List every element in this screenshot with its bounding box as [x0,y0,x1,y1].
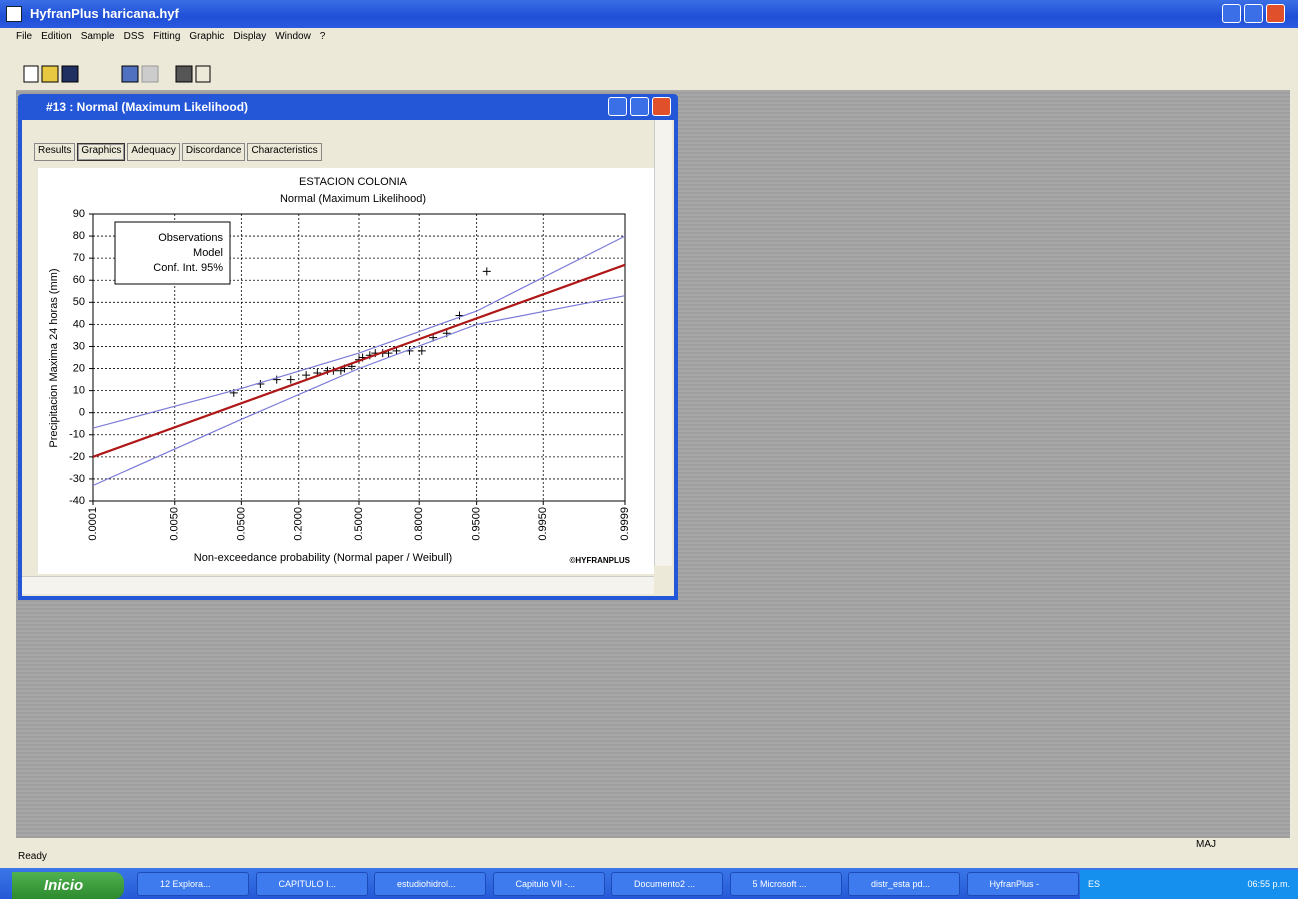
x-tick-label: 0.2000 [293,507,305,541]
copyright-annotation: ©HYFRANPLUS [569,556,630,565]
tab[interactable]: Results [34,143,75,161]
menu-item[interactable]: DSS [124,31,145,42]
toolbar [0,44,1298,88]
y-tick-label: 50 [73,296,85,308]
menu-item[interactable]: ? [320,31,326,42]
menu-bar: File Edition Sample DSS Fitting Graphic Displa… [0,28,1298,44]
menu-item[interactable]: Window [275,31,311,42]
toolbar-icons [0,44,240,88]
tab[interactable]: Adequacy [127,143,179,161]
menu-item[interactable]: Display [233,31,266,42]
x-tick-label: 0.0001 [87,507,99,541]
taskbar-button[interactable]: CAPITULO I... [256,872,368,896]
y-tick-label: 30 [73,340,85,352]
minimize-button[interactable] [1222,4,1241,23]
page: {"app": {"title": "HyfranPlus haricana.h… [0,0,1298,899]
x-tick-label: 0.9500 [471,507,483,541]
restore-button[interactable] [1244,4,1263,23]
legend-entry: Conf. Int. 95% [153,262,223,274]
observation-marker [483,267,491,275]
new-icon[interactable] [24,66,38,82]
taskbar-button[interactable]: estudiohidrol... [374,872,486,896]
observation-marker [287,376,295,384]
app-title-bar: HyfranPlus haricana.hyf [0,0,1298,28]
x-tick-label: 0.9950 [537,507,549,541]
save-icon[interactable] [62,66,78,82]
tray-text: ES [1088,870,1100,899]
system-tray: ES 06:55 p.m. [1080,870,1298,899]
y-tick-label: -30 [69,473,85,485]
taskbar-button[interactable]: distr_esta pd... [848,872,960,896]
child-close-button[interactable] [652,97,671,116]
child-minimize-button[interactable] [608,97,627,116]
y-tick-label: 70 [73,252,85,264]
y-tick-label: 40 [73,318,85,330]
legend-entry: Observations [158,232,223,244]
tab[interactable]: Discordance [182,143,246,161]
legend-entry: Model [193,247,223,259]
tray-text: 06:55 p.m. [1247,870,1290,899]
y-tick-label: -20 [69,451,85,463]
chart: ESTACION COLONIA Normal (Maximum Likelih… [38,168,668,578]
status-indicator: MAJ [1196,839,1216,850]
observation-marker [418,347,426,355]
taskbar-button[interactable]: Capitulo VII -... [493,872,605,896]
y-tick-label: 80 [73,230,85,242]
desktop: HyfranPlus haricana.hyf File Edition Sampl… [0,0,1298,899]
app-icon [6,6,22,22]
menu-item[interactable]: Graphic [189,31,224,42]
chart-subtitle: Normal (Maximum Likelihood) [280,193,426,205]
y-tick-label: 20 [73,362,85,374]
y-tick-label: -40 [69,495,85,507]
child-maximize-button[interactable] [630,97,649,116]
child-window-title: #13 : Normal (Maximum Likelihood) [46,94,248,120]
open-icon[interactable] [42,66,58,82]
y-tick-label: 0 [79,407,85,419]
y-tick-label: 60 [73,274,85,286]
x-tick-label: 0.5000 [353,507,365,541]
y-tick-label: 10 [73,385,85,397]
menu-item[interactable]: Fitting [153,31,180,42]
help-icon[interactable] [196,66,210,82]
horizontal-scrollbar[interactable] [22,576,654,594]
start-button[interactable]: Inicio [12,872,124,899]
x-tick-label: 0.8000 [413,507,425,541]
y-tick-label: 90 [73,208,85,220]
menu-item[interactable]: File [16,31,32,42]
taskbar-button[interactable]: Documento2 ... [611,872,723,896]
x-tick-label: 0.9999 [619,507,631,541]
copy-icon[interactable] [122,66,138,82]
menu-item[interactable]: Edition [41,31,72,42]
print-icon[interactable] [176,66,192,82]
taskbar-button[interactable]: 5 Microsoft ... [730,872,842,896]
chart-title: ESTACION COLONIA [299,176,408,188]
paste-icon[interactable] [142,66,158,82]
menu-item[interactable]: Sample [81,31,115,42]
status-text: Ready [18,851,47,862]
x-tick-label: 0.0500 [235,507,247,541]
taskbar-button[interactable]: HyfranPlus - [967,872,1079,896]
tab[interactable]: Characteristics [247,143,321,161]
y-axis-label: Precipitacion Maxima 24 horas (mm) [48,268,60,447]
y-tick-label: -10 [69,429,85,441]
app-title: HyfranPlus haricana.hyf [30,6,179,21]
tab[interactable]: Graphics [77,143,125,161]
close-button[interactable] [1266,4,1285,23]
taskbar-button[interactable]: 12 Explora... [137,872,249,896]
x-tick-label: 0.0050 [169,507,181,541]
x-axis-label: Non-exceedance probability (Normal paper… [194,552,452,564]
